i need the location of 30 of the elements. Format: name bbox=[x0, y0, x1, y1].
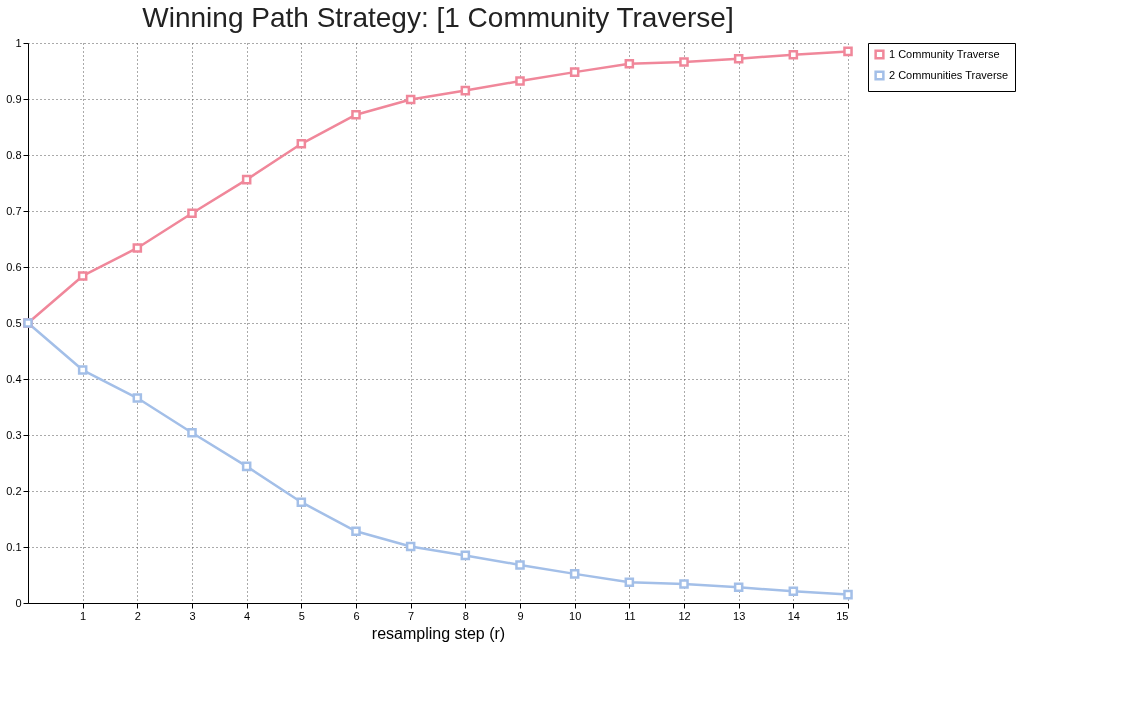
x-tick-label: 7 bbox=[408, 609, 415, 622]
y-tick-label: 0.1 bbox=[6, 540, 22, 553]
x-axis-title: resampling step (r) bbox=[371, 624, 506, 642]
chart-title: Winning Path Strategy: [1 Community Traverse] bbox=[142, 2, 734, 33]
legend-label: 1 Community Traverse bbox=[889, 47, 1000, 60]
x-tick-label: 5 bbox=[298, 609, 305, 622]
y-tick-label: 0.9 bbox=[6, 92, 22, 105]
y-tick-label: 0 bbox=[15, 596, 22, 609]
x-tick-label: 9 bbox=[517, 609, 524, 622]
y-tick-label: 0.8 bbox=[6, 148, 22, 161]
y-tick-label: 0.5 bbox=[6, 316, 22, 329]
x-tick-label: 11 bbox=[624, 609, 636, 622]
x-tick-label: 4 bbox=[244, 609, 251, 622]
x-tick-label: 12 bbox=[678, 609, 691, 622]
x-tick-label: 6 bbox=[353, 609, 360, 622]
x-tick-label: 15 bbox=[836, 609, 849, 622]
y-tick-label: 0.6 bbox=[6, 260, 22, 273]
x-tick-label: 1 bbox=[80, 609, 87, 622]
x-tick-label: 13 bbox=[733, 609, 746, 622]
y-tick-label: 0.3 bbox=[6, 428, 22, 441]
legend-label: 2 Communities Traverse bbox=[889, 68, 1009, 81]
x-tick-label: 8 bbox=[462, 609, 469, 622]
x-tick-label: 14 bbox=[787, 609, 800, 622]
x-tick-label: 3 bbox=[189, 609, 196, 622]
y-tick-label: 1 bbox=[15, 36, 22, 49]
x-tick-label: 10 bbox=[569, 609, 582, 622]
y-tick-label: 0.4 bbox=[6, 372, 22, 385]
y-tick-label: 0.2 bbox=[6, 484, 22, 497]
y-tick-label: 0.7 bbox=[6, 204, 22, 217]
x-tick-label: 2 bbox=[134, 609, 141, 622]
